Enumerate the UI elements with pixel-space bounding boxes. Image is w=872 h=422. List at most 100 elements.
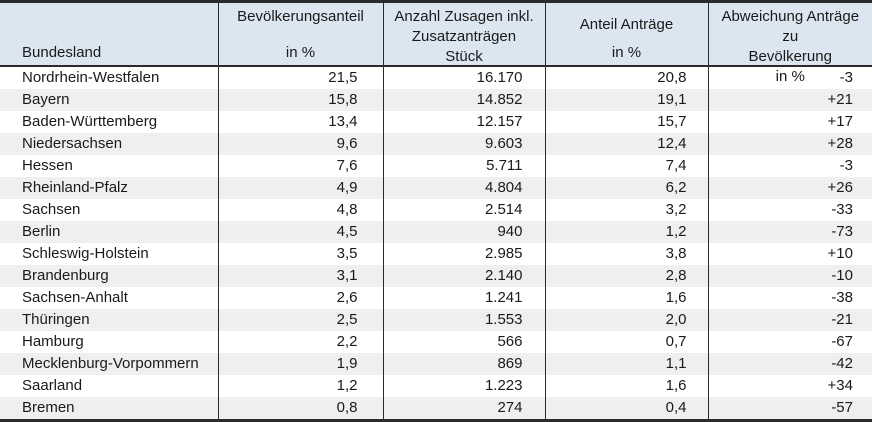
table-body: Nordrhein-Westfalen 21,5 16.170 20,8 -3 … <box>0 66 872 421</box>
table-row: Bayern 15,8 14.852 19,1 +21 <box>0 89 872 111</box>
cell-abweichung: -67 <box>707 331 872 353</box>
cell-zusagen: 1.223 <box>382 375 545 397</box>
cell-abweichung: -38 <box>707 287 872 309</box>
cell-bevoelkerungsanteil: 7,6 <box>217 155 383 177</box>
cell-abweichung: -21 <box>707 309 872 331</box>
cell-zusagen: 5.711 <box>382 155 545 177</box>
col-header-bundesland-label: Bundesland <box>22 44 102 61</box>
table-row: Schleswig-Holstein 3,5 2.985 3,8 +10 <box>0 243 872 265</box>
cell-bundesland: Schleswig-Holstein <box>22 245 149 262</box>
cell-bundesland: Brandenburg <box>0 265 218 287</box>
cell-bevoelkerungsanteil: 1,9 <box>217 353 383 375</box>
table-row: Baden-Württemberg 13,4 12.157 15,7 +17 <box>0 111 872 133</box>
cell-bevoelkerungsanteil: 2,2 <box>217 331 383 353</box>
col-header-anteil-antraege: Anteil Anträge in % <box>544 1 708 67</box>
table-row: Sachsen 4,8 2.514 3,2 -33 <box>0 199 872 221</box>
cell-bevoelkerungsanteil: 2,5 <box>217 309 383 331</box>
cell-anteil-antraege: 1,6 <box>544 287 708 309</box>
cell-bevoelkerungsanteil: 4,5 <box>217 221 383 243</box>
cell-anteil-antraege: 6,2 <box>544 177 708 199</box>
cell-bevoelkerungsanteil: 4,8 <box>217 199 383 221</box>
cell-anteil-antraege: 0,7 <box>544 331 708 353</box>
cell-bundesland: Niedersachsen <box>0 133 218 155</box>
col-header-bevoelkerungsanteil-label: Bevölkerungsanteil <box>237 8 364 25</box>
cell-zusagen: 2.985 <box>382 243 545 265</box>
cell-bundesland: Mecklenburg-Vorpommern <box>0 353 218 375</box>
col-header-zusagen-label: Anzahl Zusagen inkl. Zusatzanträgen <box>394 8 534 45</box>
cell-anteil-antraege: 0,4 <box>544 397 708 421</box>
table-row: Berlin 4,5 940 1,2 -73 <box>0 221 872 243</box>
cell-bundesland: Bayern <box>0 89 218 111</box>
cell-bevoelkerungsanteil: 3,1 <box>217 265 383 287</box>
cell-bundesland: Hessen <box>22 157 73 174</box>
cell-anteil-antraege: 1,1 <box>544 353 708 375</box>
cell-abweichung: -33 <box>707 199 872 221</box>
table-row: Rheinland-Pfalz 4,9 4.804 6,2 +26 <box>0 177 872 199</box>
cell-bevoelkerungsanteil: 13,4 <box>217 111 383 133</box>
table-row: Nordrhein-Westfalen 21,5 16.170 20,8 -3 <box>0 66 872 89</box>
cell-bundesland: Saarland <box>22 377 83 394</box>
table-row: Saarland 1,2 1.223 1,6 +34 <box>0 375 872 397</box>
cell-abweichung: +34 <box>707 375 872 397</box>
col-header-anteil-antraege-label: Anteil Anträge <box>579 16 674 33</box>
col-header-zusagen-unit: Stück <box>445 48 483 65</box>
table-row: Thüringen 2,5 1.553 2,0 -21 <box>0 309 872 331</box>
cell-abweichung: +26 <box>707 177 872 199</box>
cell-zusagen: 4.804 <box>382 177 545 199</box>
cell-bevoelkerungsanteil: 21,5 <box>217 66 383 89</box>
cell-anteil-antraege: 7,4 <box>544 155 708 177</box>
cell-anteil-antraege: 15,7 <box>544 111 708 133</box>
cell-zusagen: 9.603 <box>382 133 545 155</box>
cell-anteil-antraege: 12,4 <box>544 133 708 155</box>
cell-bundesland: Thüringen <box>0 309 218 331</box>
col-header-anteil-antraege-unit: in % <box>611 44 642 61</box>
table-row: Hamburg 2,2 566 0,7 -67 <box>0 331 872 353</box>
cell-abweichung: +21 <box>707 89 872 111</box>
cell-bevoelkerungsanteil: 9,6 <box>217 133 383 155</box>
cell-anteil-antraege: 1,2 <box>544 221 708 243</box>
cell-bevoelkerungsanteil: 15,8 <box>217 89 383 111</box>
cell-zusagen: 1.553 <box>382 309 545 331</box>
cell-bevoelkerungsanteil: 2,6 <box>217 287 383 309</box>
cell-bundesland: Hamburg <box>22 333 84 350</box>
cell-anteil-antraege: 20,8 <box>544 66 708 89</box>
col-header-bevoelkerungsanteil: Bevölkerungsanteil in % <box>217 1 383 67</box>
table-row: Hessen 7,6 5.711 7,4 -3 <box>0 155 872 177</box>
cell-zusagen: 274 <box>382 397 545 421</box>
cell-zusagen: 16.170 <box>382 66 545 89</box>
cell-anteil-antraege: 1,6 <box>544 375 708 397</box>
cell-abweichung: -42 <box>707 353 872 375</box>
cell-bundesland: Rheinland-Pfalz <box>0 177 218 199</box>
col-header-abweichung-unit: in % <box>775 68 805 85</box>
cell-anteil-antraege: 2,0 <box>544 309 708 331</box>
cell-bundesland: Sachsen-Anhalt <box>22 289 128 306</box>
cell-anteil-antraege: 19,1 <box>544 89 708 111</box>
cell-zusagen: 566 <box>382 331 545 353</box>
cell-abweichung: +28 <box>707 133 872 155</box>
cell-zusagen: 12.157 <box>382 111 545 133</box>
cell-bundesland: Bremen <box>0 397 218 421</box>
cell-anteil-antraege: 3,2 <box>544 199 708 221</box>
col-header-bevoelkerungsanteil-unit: in % <box>285 44 316 61</box>
cell-abweichung: -57 <box>707 397 872 421</box>
cell-abweichung: +10 <box>707 243 872 265</box>
col-header-abweichung-label: Abweichung Anträge zu Bevölkerung <box>721 8 860 65</box>
cell-zusagen: 2.140 <box>382 265 545 287</box>
cell-zusagen: 940 <box>382 221 545 243</box>
cell-zusagen: 1.241 <box>382 287 545 309</box>
cell-bevoelkerungsanteil: 4,9 <box>217 177 383 199</box>
cell-bevoelkerungsanteil: 3,5 <box>217 243 383 265</box>
col-header-zusagen: Anzahl Zusagen inkl. Zusatzanträgen Stüc… <box>382 1 545 67</box>
cell-zusagen: 2.514 <box>382 199 545 221</box>
col-header-abweichung: Abweichung Anträge zu Bevölkerung in % <box>707 1 872 85</box>
table-row: Mecklenburg-Vorpommern 1,9 869 1,1 -42 <box>0 353 872 375</box>
cell-abweichung: -3 <box>707 155 872 177</box>
cell-bundesland: Sachsen <box>22 201 81 218</box>
cell-zusagen: 14.852 <box>382 89 545 111</box>
cell-bevoelkerungsanteil: 0,8 <box>217 397 383 421</box>
header-row: Bundesland Bevölkerungsanteil in % Anzah… <box>0 1 872 85</box>
table-row: Sachsen-Anhalt 2,6 1.241 1,6 -38 <box>0 287 872 309</box>
table-row: Bremen 0,8 274 0,4 -57 <box>0 397 872 421</box>
